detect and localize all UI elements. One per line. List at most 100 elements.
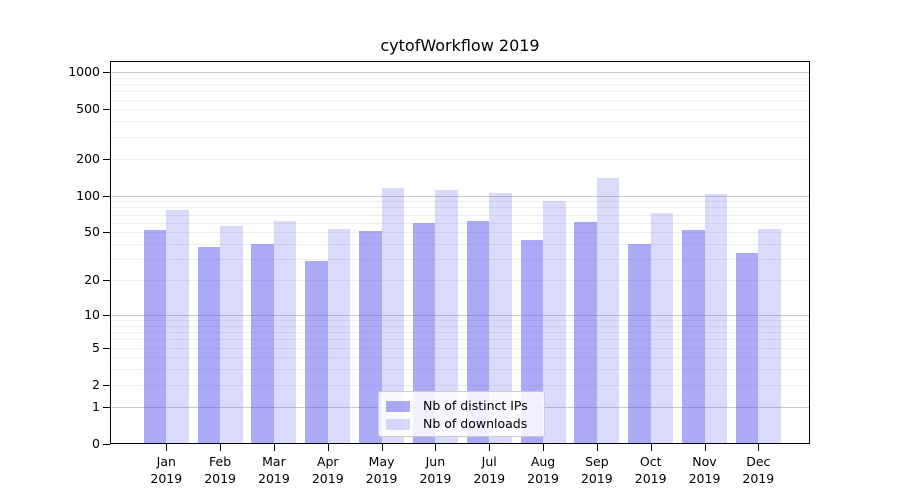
y-tick-mark [103,109,110,110]
gridline-minor [110,384,810,386]
bar-distinct-ips [574,221,597,444]
x-tick-label: Jul 2019 [473,454,506,486]
bar-downloads [596,177,620,444]
x-tick-mark [489,444,490,451]
y-tick-label: 100 [76,187,100,203]
bar-downloads [704,193,727,444]
gridline-major [110,195,810,197]
bar-downloads [650,213,674,444]
y-tick-label: 1000 [68,64,100,80]
bars-layer [110,61,810,444]
bar-distinct-ips [682,230,705,444]
gridline-minor [110,339,810,341]
bar-downloads [273,220,297,444]
x-tick-mark [597,444,598,451]
x-tick-mark [543,444,544,451]
bar-downloads [435,190,458,444]
x-tick-label: Oct 2019 [634,454,667,486]
y-tick-mark [103,159,110,160]
x-tick-label: Jan 2019 [150,454,183,486]
plot-frame [110,61,810,444]
x-tick-mark [705,444,706,451]
gridline-minor [110,158,810,160]
y-tick-mark [103,72,110,73]
gridline-minor [110,232,810,234]
gridline-minor [110,259,810,261]
bar-distinct-ips [359,231,382,444]
gridline-major [110,314,810,316]
gridline-minor [110,109,810,111]
bar-distinct-ips [305,260,328,444]
y-tick-mark [103,407,110,408]
gridline-minor [110,347,810,349]
y-tick-mark [103,348,110,349]
x-tick-mark [166,444,167,451]
gridline-minor [110,99,810,101]
y-tick-label: 0 [92,436,100,451]
x-tick-mark [274,444,275,451]
y-tick-label: 50 [84,224,100,240]
x-tick-label: Jun 2019 [419,454,452,486]
gridline-minor [110,244,810,246]
y-tick-label: 500 [76,101,100,117]
gridline-minor [110,280,810,282]
gridline-minor [110,357,810,359]
gridline-minor [110,325,810,327]
y-tick-label: 200 [76,150,100,166]
x-tick-label: Aug 2019 [527,454,559,486]
x-tick-mark [220,444,221,451]
bar-downloads [381,187,405,444]
bar-distinct-ips [143,230,167,444]
legend-item-downloads: Nb of downloads [379,415,544,433]
legend-swatch-downloads-icon [386,418,410,430]
bar-distinct-ips [628,244,651,444]
gridline-minor [110,201,810,203]
plot-area [110,61,810,444]
chart-title: cytofWorkflow 2019 [380,36,540,55]
y-tick-mark [103,315,110,316]
gridline-minor [110,136,810,138]
x-tick-label: Dec 2019 [742,454,775,486]
gridline-minor [110,121,810,123]
gridline-minor [110,320,810,322]
bar-distinct-ips [412,222,436,444]
y-tick-mark [103,280,110,281]
legend-item-distinct-ips: Nb of distinct IPs [379,397,544,415]
y-tick-mark [103,444,110,445]
x-tick-label: May 2019 [365,454,398,486]
bar-downloads [543,201,566,444]
y-tick-mark [103,385,110,386]
bar-downloads [166,210,189,444]
bar-distinct-ips [197,246,221,444]
gridline-minor [110,214,810,216]
bar-downloads [489,193,512,444]
y-tick-mark [103,196,110,197]
gridline-minor [110,207,810,209]
gridline-minor [110,84,810,86]
y-tick-label: 10 [84,306,100,322]
gridline-minor [110,91,810,93]
legend: Nb of distinct IPs Nb of downloads [378,391,545,437]
gridline-minor [110,222,810,224]
x-tick-mark [651,444,652,451]
bar-distinct-ips [251,244,274,444]
gridline-major [110,72,810,74]
legend-label-distinct-ips: Nb of distinct IPs [423,398,528,413]
y-tick-label: 20 [84,272,100,288]
x-tick-label: Apr 2019 [311,454,344,486]
x-tick-mark [382,444,383,451]
bar-downloads [220,226,243,444]
y-tick-label: 5 [92,339,100,355]
legend-swatch-ips-icon [386,400,410,412]
y-tick-mark [103,232,110,233]
bar-downloads [758,229,781,444]
gridline-minor [110,369,810,371]
legend-label-downloads: Nb of downloads [423,416,528,431]
x-tick-mark [758,444,759,451]
gridline-minor [110,77,810,79]
x-tick-label: Mar 2019 [258,454,290,486]
bar-distinct-ips [735,252,759,444]
y-tick-label: 1 [92,398,100,414]
x-tick-mark [328,444,329,451]
